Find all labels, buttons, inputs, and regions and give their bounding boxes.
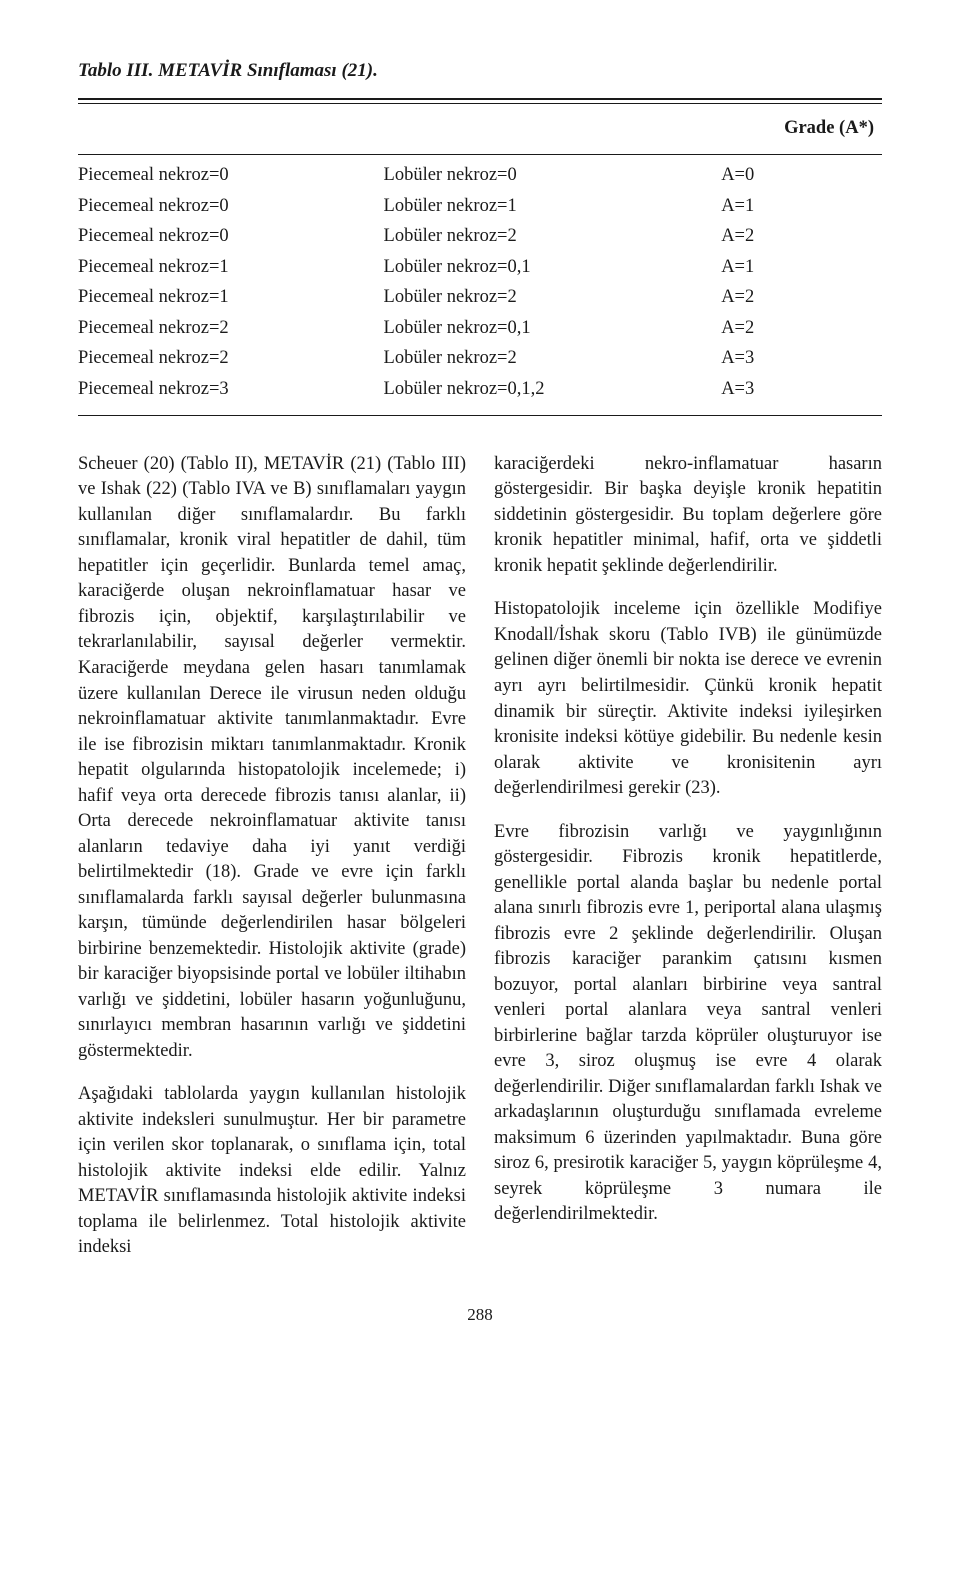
- left-column: Scheuer (20) (Tablo II), METAVİR (21) (T…: [78, 452, 466, 1261]
- cell-lobuler: Lobüler nekroz=2: [384, 344, 722, 375]
- table-top-rule-2: [78, 103, 882, 104]
- cell-grade: A=3: [721, 374, 882, 405]
- table-title-rest: METAVİR Sınıflaması (21).: [153, 60, 378, 81]
- cell-piecemeal: Piecemeal nekroz=1: [78, 283, 384, 314]
- cell-grade: A=1: [721, 191, 882, 222]
- cell-piecemeal: Piecemeal nekroz=1: [78, 252, 384, 283]
- table-top-rule-1: [78, 98, 882, 100]
- left-p1: Scheuer (20) (Tablo II), METAVİR (21) (T…: [78, 452, 466, 1064]
- table-row: Piecemeal nekroz=3Lobüler nekroz=0,1,2A=…: [78, 374, 882, 405]
- table-row: Piecemeal nekroz=0Lobüler nekroz=1A=1: [78, 191, 882, 222]
- right-p1: karaciğerdeki nekro-inflamatuar hasarın …: [494, 452, 882, 580]
- left-p2: Aşağıdaki tablolarda yaygın kullanılan h…: [78, 1082, 466, 1261]
- table-row: Piecemeal nekroz=0Lobüler nekroz=0A=0: [78, 161, 882, 192]
- right-column: karaciğerdeki nekro-inflamatuar hasarın …: [494, 452, 882, 1261]
- cell-lobuler: Lobüler nekroz=0,1: [384, 313, 722, 344]
- cell-lobuler: Lobüler nekroz=2: [384, 222, 722, 253]
- grade-header: Grade (A*): [78, 110, 882, 148]
- cell-piecemeal: Piecemeal nekroz=0: [78, 222, 384, 253]
- table-row: Piecemeal nekroz=1Lobüler nekroz=2A=2: [78, 283, 882, 314]
- table-title-label: Tablo III.: [78, 60, 153, 81]
- table-row: Piecemeal nekroz=2Lobüler nekroz=0,1A=2: [78, 313, 882, 344]
- table-row: Piecemeal nekroz=0Lobüler nekroz=2A=2: [78, 222, 882, 253]
- cell-grade: A=2: [721, 222, 882, 253]
- cell-lobuler: Lobüler nekroz=0,1: [384, 252, 722, 283]
- cell-piecemeal: Piecemeal nekroz=2: [78, 313, 384, 344]
- table-bottom-rule: [78, 415, 882, 416]
- cell-piecemeal: Piecemeal nekroz=0: [78, 191, 384, 222]
- cell-lobuler: Lobüler nekroz=0,1,2: [384, 374, 722, 405]
- table-header-rule: [78, 154, 882, 155]
- cell-grade: A=2: [721, 313, 882, 344]
- right-p2: Histopatolojik inceleme için özellikle M…: [494, 597, 882, 801]
- right-p3: Evre fibrozisin varlığı ve yaygınlığının…: [494, 820, 882, 1228]
- metavir-table: Piecemeal nekroz=0Lobüler nekroz=0A=0Pie…: [78, 161, 882, 405]
- table-title: Tablo III. METAVİR Sınıflaması (21).: [78, 58, 882, 84]
- cell-grade: A=1: [721, 252, 882, 283]
- cell-lobuler: Lobüler nekroz=0: [384, 161, 722, 192]
- cell-piecemeal: Piecemeal nekroz=0: [78, 161, 384, 192]
- page-number: 288: [78, 1303, 882, 1326]
- cell-piecemeal: Piecemeal nekroz=3: [78, 374, 384, 405]
- cell-grade: A=2: [721, 283, 882, 314]
- cell-grade: A=0: [721, 161, 882, 192]
- cell-lobuler: Lobüler nekroz=2: [384, 283, 722, 314]
- cell-piecemeal: Piecemeal nekroz=2: [78, 344, 384, 375]
- cell-grade: A=3: [721, 344, 882, 375]
- cell-lobuler: Lobüler nekroz=1: [384, 191, 722, 222]
- body-columns: Scheuer (20) (Tablo II), METAVİR (21) (T…: [78, 452, 882, 1261]
- table-row: Piecemeal nekroz=2Lobüler nekroz=2A=3: [78, 344, 882, 375]
- table-row: Piecemeal nekroz=1Lobüler nekroz=0,1A=1: [78, 252, 882, 283]
